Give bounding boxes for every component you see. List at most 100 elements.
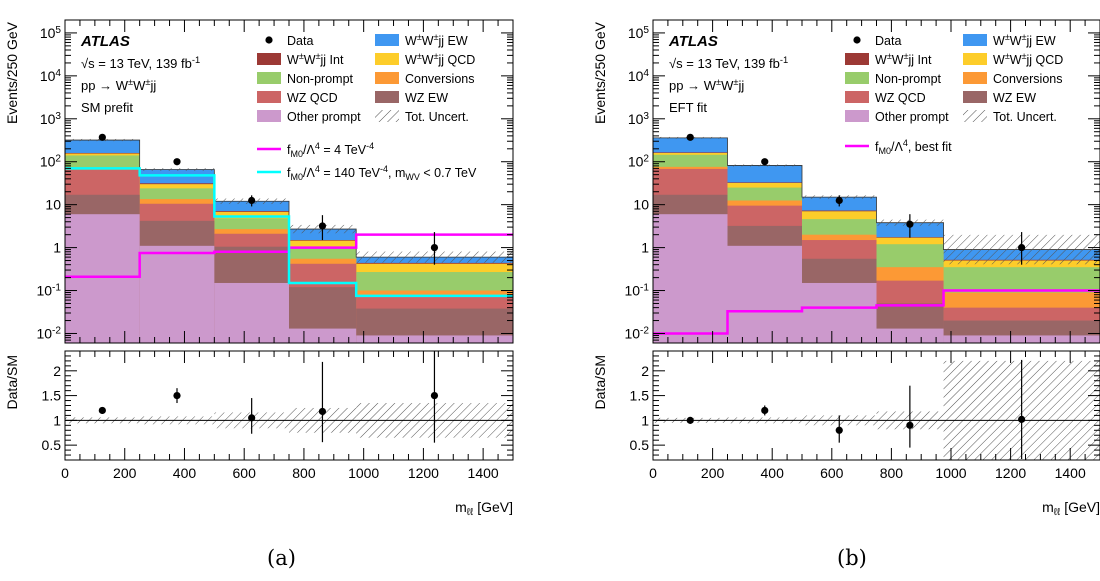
panel-b-ratio-point [906, 421, 914, 429]
panel-b-legend-label-conversions: Conversions [993, 72, 1062, 86]
panel-a-legend-eft-label-1: fM0/Λ4 = 4 TeV-4 [287, 141, 374, 159]
panel-a-legend-swatch-conversions [375, 72, 399, 84]
panel-b-ratio-ytick-label: 2 [641, 363, 649, 379]
panel-a-legend-swatch-wz-ew [375, 91, 399, 103]
panel-b-ytick-label: 103 [628, 111, 650, 127]
panel-b-data-point [686, 133, 694, 141]
panel-b-uncert-band [727, 164, 802, 167]
panel-a-caption: (a) [267, 546, 296, 570]
panel-b-ytick-label: 10 [633, 197, 649, 213]
panel-a-ratio-area [65, 351, 513, 443]
panel-a-legend-uncert-swatch [375, 110, 399, 122]
panel-b-bar-other-prompt [876, 328, 944, 343]
panel-a-legend-label-other-prompt: Other prompt [287, 110, 361, 124]
panel-a-ytick-label: 103 [40, 111, 62, 127]
panel-b-xtick-label: 1400 [1055, 465, 1086, 481]
panel-a-eft-line-2 [65, 167, 513, 298]
panel-b-process-label: pp → W±W±jj [669, 77, 744, 93]
panel-b-legend-label-ww-qcd: W±W±jj QCD [993, 51, 1063, 67]
panel-b-ratio-ytick-label: 0.5 [630, 437, 650, 453]
panel-b-bar-other-prompt [943, 335, 1100, 343]
panel-b-ratio-yaxis-title: Data/SM [592, 355, 608, 409]
panel-b-caption: (b) [837, 546, 867, 570]
panel-b-xaxis-title: mℓℓ [GeV] [1042, 499, 1100, 518]
panel-b-legend-swatch-wz-qcd [845, 91, 869, 103]
panel-a-xtick-label: 1000 [348, 465, 379, 481]
panel-b-ytick-label: 104 [628, 68, 650, 84]
panel-b-yaxis-title: Events/250 GeV [592, 21, 608, 124]
panel-a-data-point [248, 196, 256, 205]
panel-a-legend-swatch-ww-int [257, 53, 281, 65]
panel-b-legend-swatch-wz-ew [963, 91, 987, 103]
panel-a-data-point [173, 158, 181, 166]
panel-b-eft-line-1 [653, 289, 1100, 335]
panel-a-ytick-label: 104 [40, 68, 62, 84]
panel-b-ytick-label: 10-2 [624, 325, 649, 341]
panel-b-bar-other-prompt [653, 214, 728, 343]
panel-b-data-point [1018, 244, 1026, 252]
panel-b-data-point [761, 158, 769, 166]
panel-a-xtick-label: 600 [233, 465, 257, 481]
panel-a-legend-data-marker [265, 36, 273, 44]
panel-a-xtick-label: 800 [292, 465, 316, 481]
panel-a-plot-area [65, 133, 513, 343]
panel-a-bar-other-prompt [289, 328, 357, 343]
panel-b-energy-label: √s = 13 TeV, 139 fb-1 [669, 55, 788, 71]
panel-a-legend-label-wz-qcd: WZ QCD [287, 91, 338, 105]
panel-b-plot-area [653, 133, 1100, 343]
panel-a-xtick-label: 0 [61, 465, 69, 481]
panel-b-legend-swatch-ww-qcd [963, 53, 987, 65]
panel-a-ytick-label: 10 [45, 197, 61, 213]
panel-b-xtick-label: 400 [761, 465, 785, 481]
panel-b-data-point [906, 220, 914, 228]
panel-b-ratio-area [653, 359, 1100, 460]
panel-b-ratio-point [761, 406, 769, 415]
panel-b-xtick-label: 200 [701, 465, 725, 481]
panel-a-data-point [318, 222, 327, 230]
panel-a-yaxis-title: Events/250 GeV [4, 21, 20, 124]
panel-a-legend-label-wz-ew: WZ EW [405, 91, 448, 105]
panel-b-legend-label-tot-uncert: Tot. Uncert. [993, 110, 1057, 124]
panel-a-xtick-label: 1400 [468, 465, 499, 481]
panel-b-ytick-label: 102 [628, 154, 650, 170]
panel-a-legend-swatch-wz-qcd [257, 91, 281, 103]
panel-a-legend-label-ww-ew: W±W±jj EW [405, 32, 468, 48]
panel-a-bar-other-prompt [356, 335, 513, 343]
panel-a-ratio-ytick-label: 2 [53, 363, 61, 379]
panel-a-xaxis-title: mℓℓ [GeV] [455, 499, 513, 518]
panel-b-legend-label-wz-ew: WZ EW [993, 91, 1036, 105]
panel-b-ratio-ytick-label: 1.5 [630, 388, 650, 404]
panel-a-bar-other-prompt [139, 245, 215, 343]
panel-b-data-point [835, 196, 843, 205]
panel-b-xtick-label: 800 [880, 465, 904, 481]
panel-a-data-point [430, 244, 439, 252]
panel-a-energy-label: √s = 13 TeV, 139 fb-1 [81, 55, 200, 71]
panel-b-legend-swatch-other-prompt [845, 110, 869, 122]
panel-a-legend-swatch-ww-qcd [375, 53, 399, 65]
panel-a-legend-eft-label-2: fM0/Λ4 = 140 TeV-4, mWV < 0.7 TeV [287, 164, 477, 182]
panel-a-ratio-point [318, 407, 327, 416]
panel-b-ytick-label: 10-1 [624, 283, 649, 299]
panel-b-ratio-point [686, 416, 694, 424]
panel-b-ratio-ytick-label: 1 [641, 412, 649, 428]
panel-a-ratio-yaxis-title: Data/SM [4, 355, 20, 409]
panel-b-bar-other-prompt [727, 245, 802, 343]
panel-b-legend-label-data: Data [875, 34, 901, 48]
panel-b-legend-swatch-ww-int [845, 53, 869, 65]
panel-a-legend-label-tot-uncert: Tot. Uncert. [405, 110, 469, 124]
panel-a-ytick-label: 10-1 [36, 283, 61, 299]
panel-a-ratio-point [173, 391, 181, 400]
panel-b-atlas-label: ATLAS [668, 33, 718, 50]
panel-a-ratio-point [98, 406, 106, 415]
panel-b-xtick-label: 1000 [935, 465, 966, 481]
panel-b-legend-swatch-conversions [963, 72, 987, 84]
panel-a-legend-label-nonprompt: Non-prompt [287, 72, 354, 86]
panel-a-xtick-label: 1200 [408, 465, 439, 481]
panel-b-bar-other-prompt [802, 282, 877, 343]
panel-a-ratio-ytick-label: 0.5 [42, 437, 62, 453]
panel-a-uncert-band [139, 168, 215, 171]
panel-a-ytick-label: 1 [53, 240, 61, 256]
panel-a-legend-swatch-ww-ew [375, 34, 399, 46]
